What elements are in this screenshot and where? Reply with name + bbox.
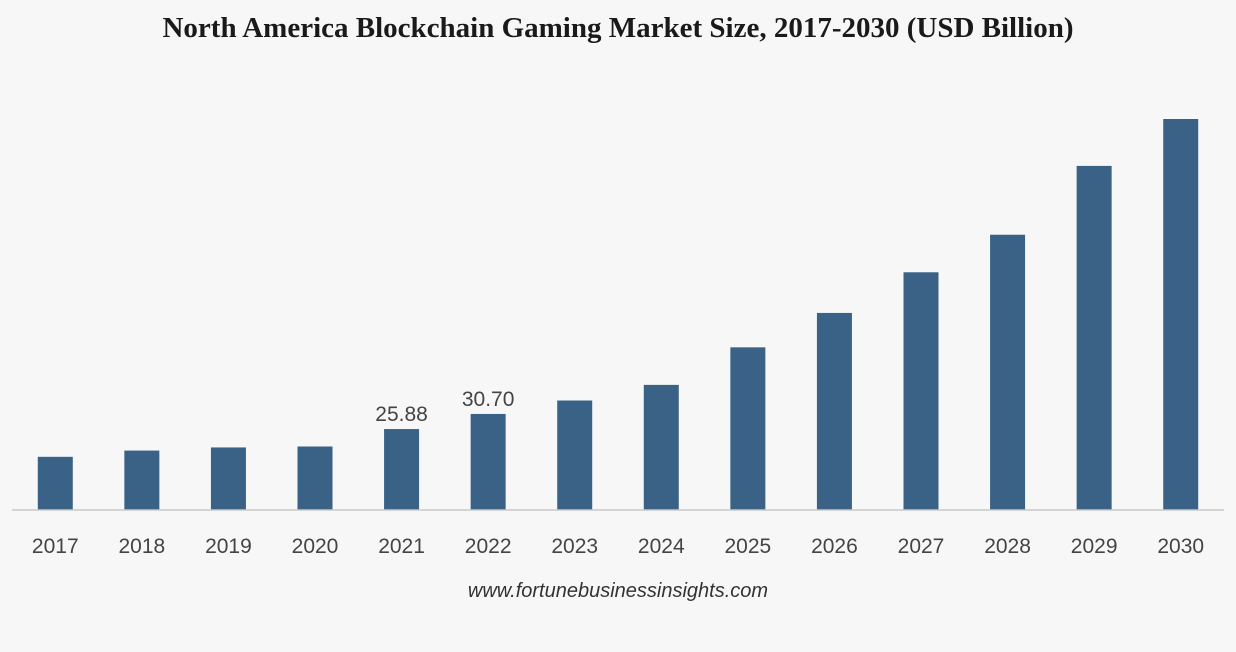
chart-title: North America Blockchain Gaming Market S… (162, 12, 1074, 44)
x-tick-label: 2018 (118, 535, 165, 558)
x-tick-label: 2022 (465, 535, 512, 558)
bar-2019 (210, 447, 246, 510)
bar-2024 (643, 384, 679, 510)
x-tick-label: 2017 (32, 535, 79, 558)
x-tick-label: 2027 (898, 535, 945, 558)
data-label-2022: 30.70 (462, 388, 515, 411)
bar-2025 (730, 347, 766, 510)
x-tick-label: 2025 (724, 535, 771, 558)
bar-2020 (297, 446, 333, 510)
bar-2030 (1163, 119, 1199, 510)
x-tick-label: 2021 (378, 535, 425, 558)
x-tick-label: 2029 (1071, 535, 1118, 558)
data-label-2021: 25.88 (375, 403, 428, 426)
x-tick-label: 2020 (292, 535, 339, 558)
bar-2026 (816, 312, 852, 510)
x-tick-label: 2024 (638, 535, 685, 558)
bar-2029 (1076, 165, 1112, 511)
x-tick-label: 2028 (984, 535, 1031, 558)
x-tick-label: 2030 (1157, 535, 1204, 558)
x-tick-label: 2019 (205, 535, 252, 558)
x-tick-label: 2026 (811, 535, 858, 558)
source-credit: www.fortunebusinessinsights.com (467, 580, 769, 602)
bar-2017 (37, 456, 73, 510)
bar-2022 (470, 413, 506, 510)
bar-2027 (903, 272, 939, 510)
bar-2021 (384, 429, 420, 510)
x-tick-label: 2023 (551, 535, 598, 558)
bar-2028 (990, 234, 1026, 510)
bar-2018 (124, 450, 160, 510)
bar-2023 (557, 400, 593, 510)
